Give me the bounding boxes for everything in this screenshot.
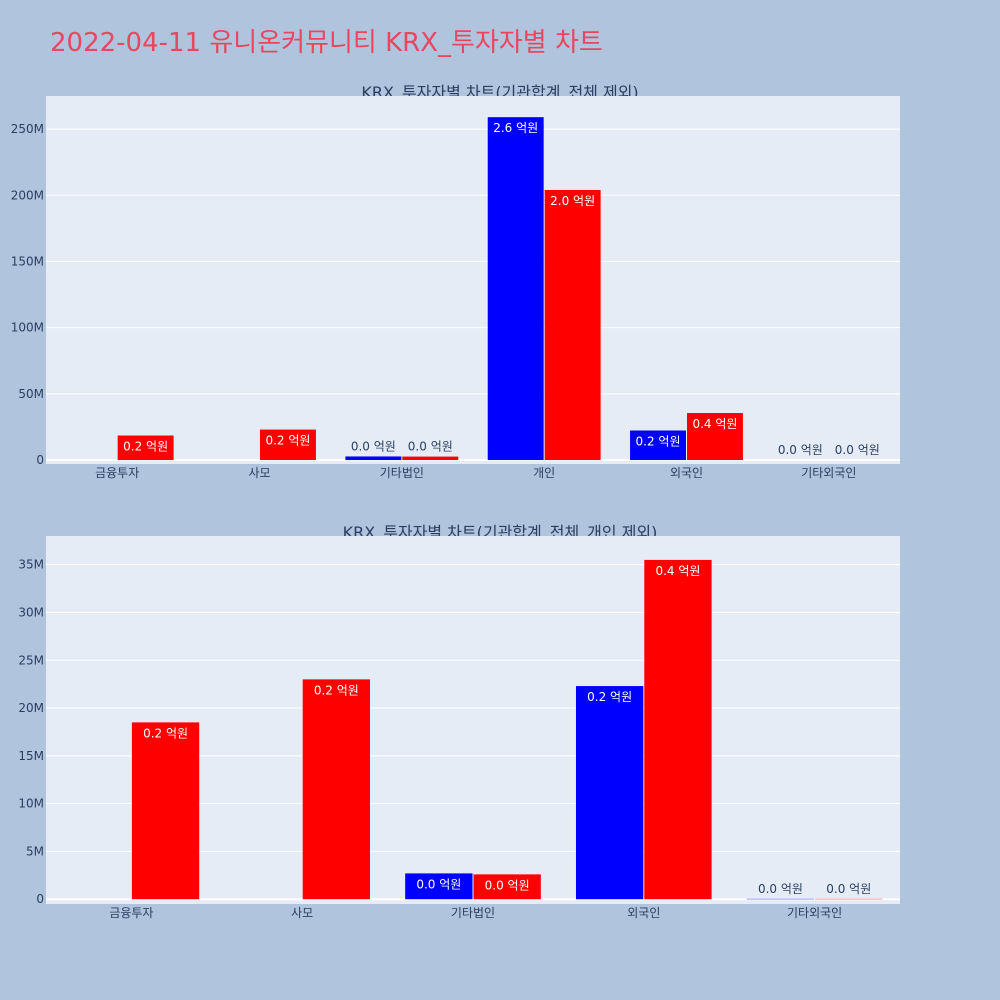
bar bbox=[630, 430, 686, 461]
x-tick-label: 사모 bbox=[291, 906, 313, 920]
bar bbox=[544, 189, 601, 461]
data-label: 0.2 억원 bbox=[636, 435, 681, 449]
x-tick-label: 사모 bbox=[248, 466, 270, 480]
data-label: 0.0 억원 bbox=[835, 443, 880, 457]
data-label: 0.2 억원 bbox=[143, 726, 188, 740]
plot-area bbox=[46, 96, 900, 464]
data-label: 0.0 억원 bbox=[485, 878, 530, 892]
x-tick-label: 금융투자 bbox=[95, 466, 139, 480]
x-tick-label: 기타법인 bbox=[451, 906, 495, 920]
bar bbox=[405, 873, 473, 900]
y-tick-label: 5M bbox=[26, 844, 44, 858]
bar bbox=[644, 559, 712, 900]
y-tick-label: 0 bbox=[36, 453, 44, 467]
y-tick-label: 15M bbox=[18, 749, 44, 763]
bar bbox=[302, 679, 371, 900]
y-tick-label: 250M bbox=[11, 122, 44, 136]
data-label: 0.2 억원 bbox=[314, 683, 359, 697]
y-tick-label: 100M bbox=[11, 321, 44, 335]
bar bbox=[487, 117, 544, 461]
y-tick-label: 200M bbox=[11, 188, 44, 202]
data-label: 0.2 억원 bbox=[123, 440, 168, 454]
x-tick-label: 기타외국인 bbox=[801, 466, 856, 480]
y-tick-label: 0 bbox=[36, 892, 44, 906]
data-label: 0.2 억원 bbox=[265, 434, 310, 448]
data-label: 0.4 억원 bbox=[655, 564, 700, 578]
bar bbox=[117, 435, 174, 461]
y-tick-label: 35M bbox=[18, 558, 44, 572]
bar bbox=[402, 456, 459, 461]
y-tick-label: 30M bbox=[18, 605, 44, 619]
data-label: 0.0 억원 bbox=[408, 440, 453, 454]
bar bbox=[575, 686, 644, 900]
y-tick-label: 25M bbox=[18, 653, 44, 667]
y-tick-label: 20M bbox=[18, 701, 44, 715]
data-label: 0.0 억원 bbox=[351, 439, 396, 453]
x-tick-label: 개인 bbox=[533, 466, 555, 480]
x-tick-label: 외국인 bbox=[670, 466, 703, 480]
y-tick-label: 150M bbox=[11, 254, 44, 268]
x-tick-label: 금융투자 bbox=[109, 906, 153, 920]
data-label: 0.2 억원 bbox=[587, 690, 632, 704]
data-label: 0.4 억원 bbox=[692, 417, 737, 431]
x-tick-label: 외국인 bbox=[627, 906, 660, 920]
y-tick-label: 10M bbox=[18, 797, 44, 811]
data-label: 0.0 억원 bbox=[416, 877, 461, 891]
data-label: 0.0 억원 bbox=[778, 443, 823, 457]
data-label: 2.6 억원 bbox=[493, 121, 538, 135]
bar bbox=[473, 874, 541, 900]
bar bbox=[345, 456, 402, 461]
bar bbox=[260, 429, 316, 461]
bar bbox=[687, 413, 743, 461]
data-label: 0.0 억원 bbox=[826, 882, 871, 896]
bar bbox=[131, 722, 200, 900]
y-tick-label: 50M bbox=[18, 387, 44, 401]
data-label: 2.0 억원 bbox=[550, 194, 595, 208]
x-tick-label: 기타외국인 bbox=[787, 906, 842, 920]
x-tick-label: 기타법인 bbox=[380, 466, 424, 480]
data-label: 0.0 억원 bbox=[758, 882, 803, 896]
page-title: 2022-04-11 유니온커뮤니티 KRX_투자자별 차트 bbox=[50, 28, 603, 58]
